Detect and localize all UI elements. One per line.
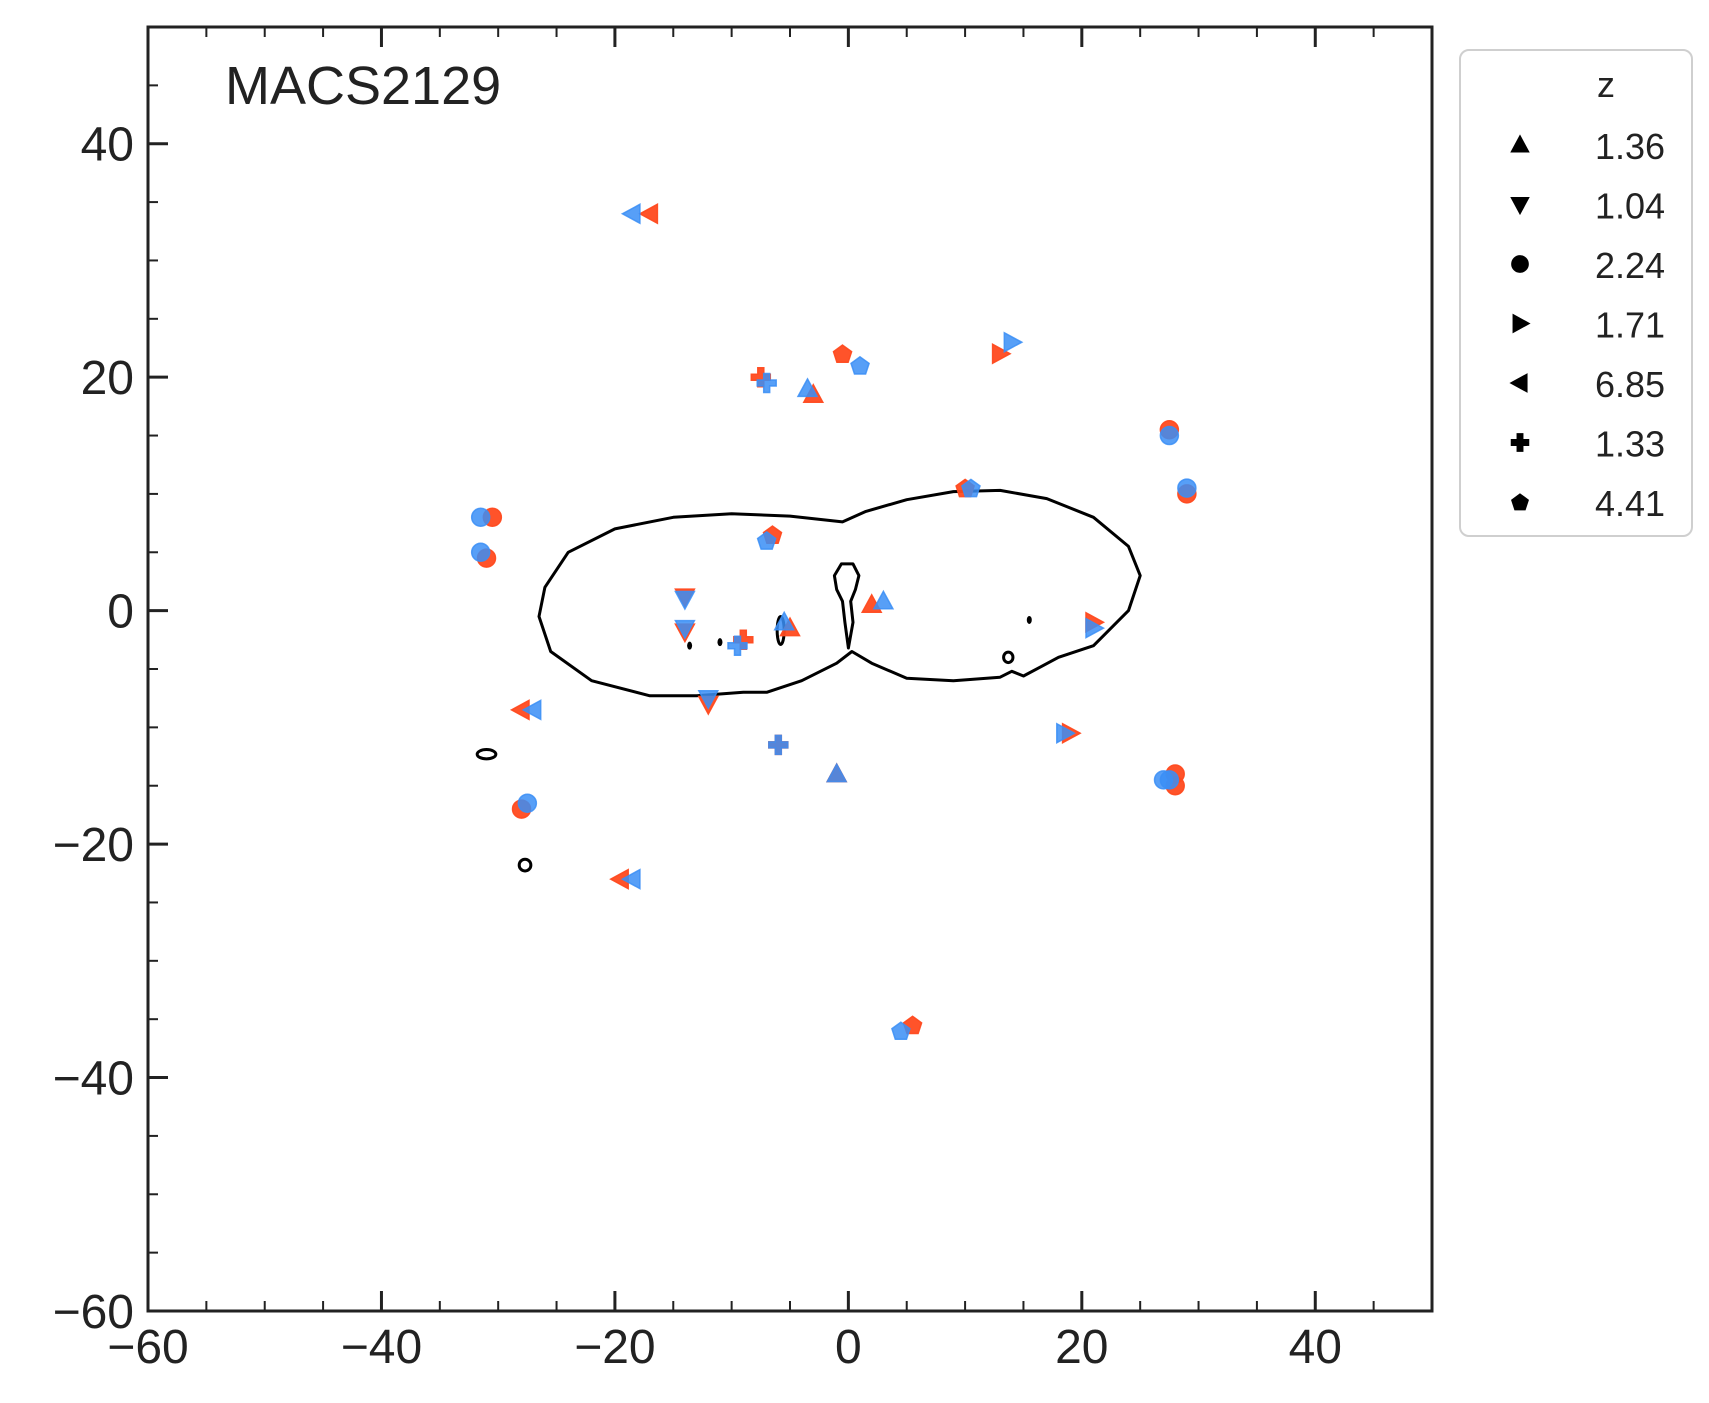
x-tick-label: −20 [574,1321,655,1374]
observed-image-point [638,203,659,225]
tangential-critical-curve [537,488,1142,698]
model-image-point [727,635,748,656]
model-image-point [891,1021,911,1041]
model-image-point [1159,425,1180,446]
legend-marker [1510,197,1530,216]
observed-image-point [991,343,1012,365]
model-image-point [674,619,696,640]
curve-fragment [687,641,693,650]
model-image-point [674,590,696,611]
legend-title: z [1597,64,1615,105]
legend-marker [1511,493,1529,511]
model-image-point [756,530,777,550]
legend-label: 1.71 [1595,305,1665,346]
model-image-point [961,478,981,498]
model-image-point [521,699,542,721]
radial-critical-curve [832,562,861,650]
model-image-point [1153,770,1174,790]
model-image-point [697,689,720,710]
axes: −60 −40 −20 0 20 40 −60 −40 −20 0 20 40 [53,25,1434,1374]
model-image-point [768,734,789,756]
x-tick-label: 20 [1055,1321,1108,1374]
model-image-point [1003,331,1024,353]
y-tick-label: 20 [81,352,134,405]
critical-curves [475,488,1142,873]
legend-label: 6.85 [1595,364,1665,405]
model-image-point [756,372,777,394]
legend-marker [1512,313,1531,334]
legend-label: 2.24 [1595,245,1665,286]
y-tick-label: −60 [53,1286,134,1339]
legend-box [1459,49,1693,537]
legend: z 1.36 1.04 2.24 1.71 6.85 1.33 4.41 [1459,49,1693,537]
x-tick-label: 0 [835,1321,862,1374]
model-image-point [620,203,641,225]
model-image-point [872,589,895,610]
small-caustic-loop [475,748,498,761]
legend-marker [1509,373,1528,393]
model-image-point [773,610,795,631]
legend-marker [1510,433,1530,452]
legend-entries: 1.36 1.04 2.24 1.71 6.85 1.33 4.41 [1509,126,1665,524]
model-image-point [850,355,870,375]
observed-image-point [832,344,853,364]
legend-label: 1.33 [1595,424,1665,465]
y-tick-label: 0 [107,586,134,639]
y-tick-label: −40 [53,1053,134,1106]
legend-label: 1.04 [1595,186,1665,227]
model-image-point [825,762,848,783]
model-image-point [517,793,538,813]
legend-marker [1511,255,1529,273]
model-image-point [1056,722,1076,744]
image-positions [470,203,1197,1041]
model-image-point [620,868,641,890]
legend-label: 4.41 [1595,483,1665,524]
legend-marker [1510,134,1530,153]
y-tick-label: 40 [81,119,134,172]
plot-frame [146,25,1434,1313]
small-caustic-loop [517,857,533,873]
model-image-point [1177,478,1197,498]
x-tick-label: 40 [1289,1321,1342,1374]
model-image-point [470,542,491,563]
model-image-point [470,507,491,528]
curve-fragment [717,638,723,647]
x-tick-label: −40 [341,1321,422,1374]
x-tick-label: −60 [107,1321,188,1374]
legend-label: 1.36 [1595,126,1665,167]
panel-title: MACS2129 [225,56,501,116]
model-image-point [796,377,819,398]
curve-fragment [1026,615,1032,624]
y-tick-label: −20 [53,819,134,872]
model-image-point [1085,617,1106,639]
small-caustic-loop [1002,650,1015,665]
